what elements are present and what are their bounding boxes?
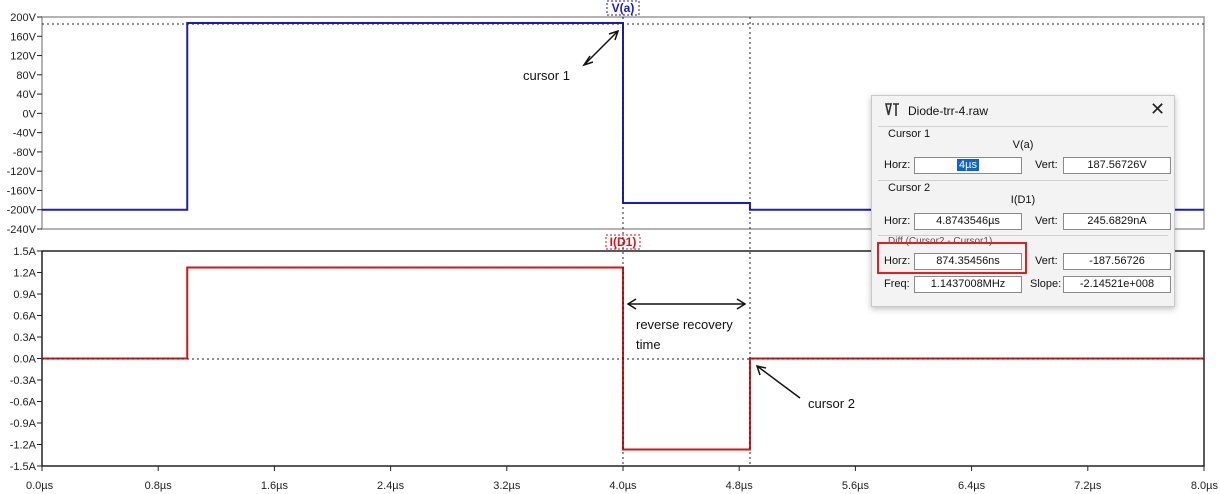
y-tick-label-v: -240V (7, 224, 37, 236)
diff-horz-field[interactable]: 874.35456ns (914, 253, 1022, 270)
freq-label: Freq: (884, 278, 910, 290)
cursor-2-vert-label: Vert: (1035, 215, 1058, 227)
annotation-cursor-2-arrow (756, 365, 801, 399)
cursor-1-horz-value: 4µs (957, 159, 979, 171)
cursor-1-horz-field[interactable]: 4µs (914, 157, 1022, 174)
y-tick-label-i: 1.5A (13, 246, 36, 258)
dialog-titlebar[interactable]: Diode-trr-4.raw ✕ (872, 96, 1174, 124)
freq-field[interactable]: 1.1437008MHz (914, 276, 1022, 293)
x-tick-label: 4.8µs (726, 480, 754, 492)
annotation-cursor-1-arrowhead-a (582, 55, 594, 67)
diff-vert-field[interactable]: -187.56726 (1063, 253, 1171, 270)
slope-label: Slope: (1030, 278, 1062, 290)
annotation-cursor-2-arrowhead (755, 364, 767, 376)
ltspice-icon (884, 103, 899, 116)
cursor-1-vert-field[interactable]: 187.56726V (1063, 157, 1171, 174)
y-tick-label-i: -0.3A (10, 375, 37, 387)
y-tick-label-v: -40V (13, 128, 37, 140)
annotation-cursor-2: cursor 2 (808, 396, 855, 411)
x-tick-label: 4.0µs (609, 480, 637, 492)
cursor-1-section (878, 126, 1168, 127)
diff-horz-label: Horz: (884, 255, 911, 267)
close-icon[interactable]: ✕ (1150, 99, 1166, 119)
annotation-trr-arrowhead-right (736, 298, 747, 310)
trace-label-v-a[interactable]: V(a) (612, 1, 635, 15)
y-tick-label-i: 0.9A (13, 289, 36, 301)
cursor-1-trace: V(a) (1012, 139, 1034, 151)
y-tick-label-i: 0.3A (13, 332, 36, 344)
annotation-reverse-recovery: reverse recovery (636, 317, 733, 332)
y-tick-label-v: -200V (7, 205, 37, 217)
x-tick-label: 5.6µs (842, 480, 870, 492)
y-tick-label-i: 1.2A (13, 268, 36, 280)
annotation-cursor-1: cursor 1 (523, 68, 570, 83)
cursor-2-horz-label: Horz: (884, 215, 911, 227)
cursor-2-vert-field[interactable]: 245.6829nA (1063, 213, 1171, 230)
current-y-ticks: 1.5A 1.2A 0.9A 0.6A 0.3A 0.0A -0.3A -0.6A -0.9A -… (10, 246, 42, 473)
y-tick-label-i: -0.6A (10, 397, 37, 409)
diff-vert-label: Vert: (1035, 255, 1058, 267)
diff-heading: Diff (Cursor2 - Cursor1) (888, 236, 993, 247)
cursor-2-trace: I(D1) (1010, 194, 1036, 206)
voltage-y-ticks: 200V 160V 120V 80V 40V 0V -40V -80V -120V -160V -2… (7, 12, 42, 236)
y-tick-label-v: -80V (13, 147, 37, 159)
cursor-readout-dialog[interactable]: Diode-trr-4.raw ✕ Cursor 1 V(a) Horz: 4µ… (871, 95, 1175, 307)
diff-highlight-box (877, 242, 1027, 274)
cursor-2-heading: Cursor 2 (888, 182, 931, 194)
cursor-2-horz-field[interactable]: 4.8743546µs (914, 213, 1022, 230)
annotation-cursor-1-arrowhead-b (608, 29, 620, 41)
trace-label-v-a-box (606, 0, 640, 16)
y-tick-label-v: 120V (10, 51, 36, 63)
slope-field[interactable]: -2.14521e+008 (1063, 276, 1171, 293)
y-tick-label-i: -1.5A (10, 461, 37, 473)
y-tick-label-i: -0.9A (10, 418, 37, 430)
y-tick-label-v: 80V (16, 70, 36, 82)
x-tick-label: 3.2µs (493, 480, 521, 492)
y-tick-label-i: 0.6A (13, 311, 36, 323)
x-tick-label: 2.4µs (377, 480, 405, 492)
x-tick-label: 7.2µs (1074, 480, 1102, 492)
x-tick-label: 1.6µs (261, 480, 289, 492)
y-tick-label-v: 160V (10, 31, 36, 43)
cursor-2-section (878, 180, 1168, 181)
diff-section (878, 235, 1168, 236)
x-tick-label: 0.8µs (145, 480, 173, 492)
y-tick-label-v: 0V (23, 108, 37, 120)
x-tick-label: 8.0µs (1191, 480, 1219, 492)
x-tick-label: 0.0µs (26, 480, 54, 492)
y-tick-label-i: -1.2A (10, 440, 37, 452)
y-tick-label-i: 0.0A (13, 354, 36, 366)
annotation-cursor-1-arrow (583, 30, 619, 66)
x-axis-ticks: 0.0µs 0.8µs 1.6µs 2.4µs 3.2µs 4.0µs 4.8µs 5.6µs… (26, 466, 1218, 492)
annotation-time: time (636, 337, 661, 352)
y-tick-label-v: 40V (16, 89, 36, 101)
cursor-1-horz-label: Horz: (884, 159, 911, 171)
x-tick-label: 6.4µs (958, 480, 986, 492)
dialog-title: Diode-trr-4.raw (908, 104, 989, 118)
y-tick-label-v: -160V (7, 185, 37, 197)
cursor-1-vert-label: Vert: (1035, 159, 1058, 171)
y-tick-label-v: -120V (7, 166, 37, 178)
annotation-trr-arrowhead-left (626, 298, 637, 310)
cursor-1-heading: Cursor 1 (888, 128, 931, 140)
y-tick-label-v: 200V (10, 12, 36, 24)
